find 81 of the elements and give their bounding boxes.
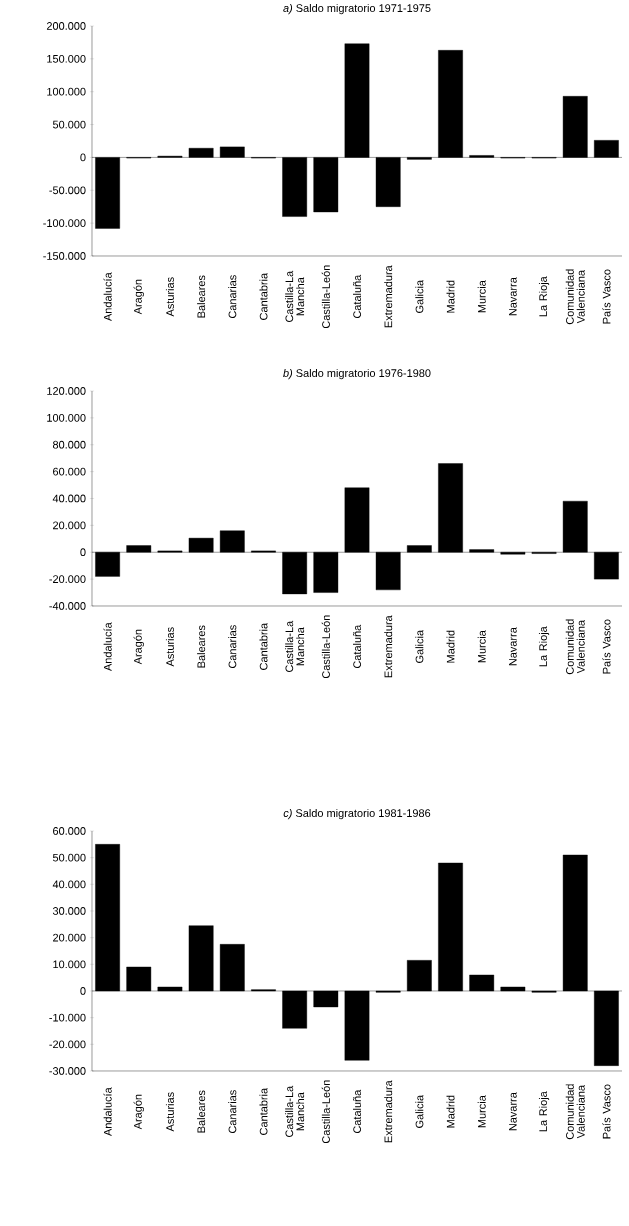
x-tick-label: Comunidad Valenciana xyxy=(565,269,585,325)
y-tick-label: 120.000 xyxy=(47,387,86,395)
y-tick-label: 10.000 xyxy=(53,960,86,969)
x-tick-label: Navarra xyxy=(509,1092,517,1131)
y-tick-label: 20.000 xyxy=(53,521,86,530)
y-tick-label: -100.000 xyxy=(43,219,86,228)
x-tick-label: Castilla-León xyxy=(321,265,330,329)
x-tick-label: Baleares xyxy=(197,1090,206,1133)
x-tick-label: Madrid xyxy=(446,280,455,313)
x-tick-label: Aragón xyxy=(133,629,144,665)
y-tick-label: 30.000 xyxy=(52,907,86,915)
x-tick-label: Extremadura xyxy=(384,615,393,678)
x-tick-label: Andalucía xyxy=(103,622,112,672)
x-tick-label: Comunidad Valenciana xyxy=(565,1084,585,1140)
y-tick-label: 40.000 xyxy=(52,880,86,889)
x-tick-label: Andalucía xyxy=(103,1087,112,1137)
y-tick-label: -10.000 xyxy=(49,1013,86,1022)
x-tick-label: Andalucía xyxy=(103,272,112,322)
x-tick-label: Madrid xyxy=(446,1095,455,1128)
x-tick-label: Asturias xyxy=(165,627,174,667)
y-tick-label: 60.000 xyxy=(53,827,86,835)
y-tick-label: -150.000 xyxy=(43,252,86,260)
x-tick-label: Asturias xyxy=(165,277,174,317)
x-tick-label: Comunidad Valenciana xyxy=(565,619,585,675)
y-tick-label: 0 xyxy=(80,548,86,557)
y-tick-label: 0 xyxy=(80,153,86,162)
x-tick-label: País Vasco xyxy=(602,269,611,324)
y-tick-label: -40.000 xyxy=(49,602,86,610)
x-tick-label: Cantabria xyxy=(259,622,268,670)
x-tick-label: Murcia xyxy=(477,1095,486,1128)
y-tick-label: 20.000 xyxy=(53,933,86,942)
chart-title: c) Saldo migratorio 1981-1986 xyxy=(283,808,431,820)
x-tick-label: Aragón xyxy=(133,279,144,315)
x-tick-label: Canarias xyxy=(228,275,237,319)
x-tick-label: La Rioja xyxy=(538,626,550,667)
x-tick-label: Galicia xyxy=(415,1094,424,1128)
x-tick-label: Castilla-La Mancha xyxy=(285,270,305,323)
y-tick-label: 100.000 xyxy=(47,87,86,96)
x-tick-label: Navarra xyxy=(509,277,517,316)
x-tick-label: País Vasco xyxy=(602,1084,611,1139)
x-tick-label: Canarias xyxy=(228,625,237,669)
x-tick-label: Castilla-La Mancha xyxy=(285,1085,305,1137)
y-tick-label: 100.000 xyxy=(47,413,86,422)
x-tick-label: Castilla-La Mancha xyxy=(285,620,305,673)
x-tick-label: Cantabria xyxy=(259,272,268,320)
y-tick-label: -20.000 xyxy=(49,575,86,583)
x-tick-label: Galicia xyxy=(415,279,424,313)
x-tick-label: Cantabria xyxy=(259,1087,268,1135)
chart-title: b) Saldo migratorio 1976-1980 xyxy=(283,368,431,380)
x-tick-label: Extremadura xyxy=(384,265,393,328)
x-tick-label: Navarra xyxy=(509,627,517,666)
x-tick-label: La Rioja xyxy=(538,276,550,317)
y-tick-label: -50.000 xyxy=(49,186,86,195)
x-tick-label: Galicia xyxy=(415,629,424,663)
x-tick-label: Canarias xyxy=(228,1090,237,1134)
y-tick-label: 50.000 xyxy=(52,120,86,129)
y-tick-label: 150.000 xyxy=(47,54,86,63)
y-tick-label: 80.000 xyxy=(52,440,86,449)
x-tick-label: Baleares xyxy=(197,275,206,318)
y-tick-label: 50.000 xyxy=(52,853,86,862)
x-tick-label: Baleares xyxy=(197,625,206,668)
y-tick-label: -20.000 xyxy=(49,1040,86,1049)
x-tick-label: Castilla-León xyxy=(321,1080,330,1144)
y-tick-label: 200.000 xyxy=(46,22,86,30)
x-tick-label: La Rioja xyxy=(538,1091,550,1132)
y-tick-label: 40.000 xyxy=(52,494,86,503)
chart-title: a) Saldo migratorio 1971-1975 xyxy=(283,3,431,15)
x-tick-label: País Vasco xyxy=(602,619,611,674)
x-tick-label: Asturias xyxy=(165,1092,174,1132)
x-tick-label: Madrid xyxy=(446,630,455,663)
x-tick-label: Cataluña xyxy=(352,624,362,669)
y-tick-label: -30.000 xyxy=(49,1067,86,1075)
x-tick-label: Murcia xyxy=(477,630,486,663)
x-tick-label: Aragón xyxy=(133,1094,144,1130)
x-tick-label: Extremadura xyxy=(384,1080,393,1143)
x-tick-label: Cataluña xyxy=(352,1089,362,1134)
y-tick-label: 60.000 xyxy=(53,467,86,476)
y-tick-label: 0 xyxy=(80,987,86,995)
x-tick-label: Castilla-León xyxy=(321,615,330,679)
x-tick-label: Cataluña xyxy=(352,274,362,319)
x-tick-label: Murcia xyxy=(477,280,486,313)
